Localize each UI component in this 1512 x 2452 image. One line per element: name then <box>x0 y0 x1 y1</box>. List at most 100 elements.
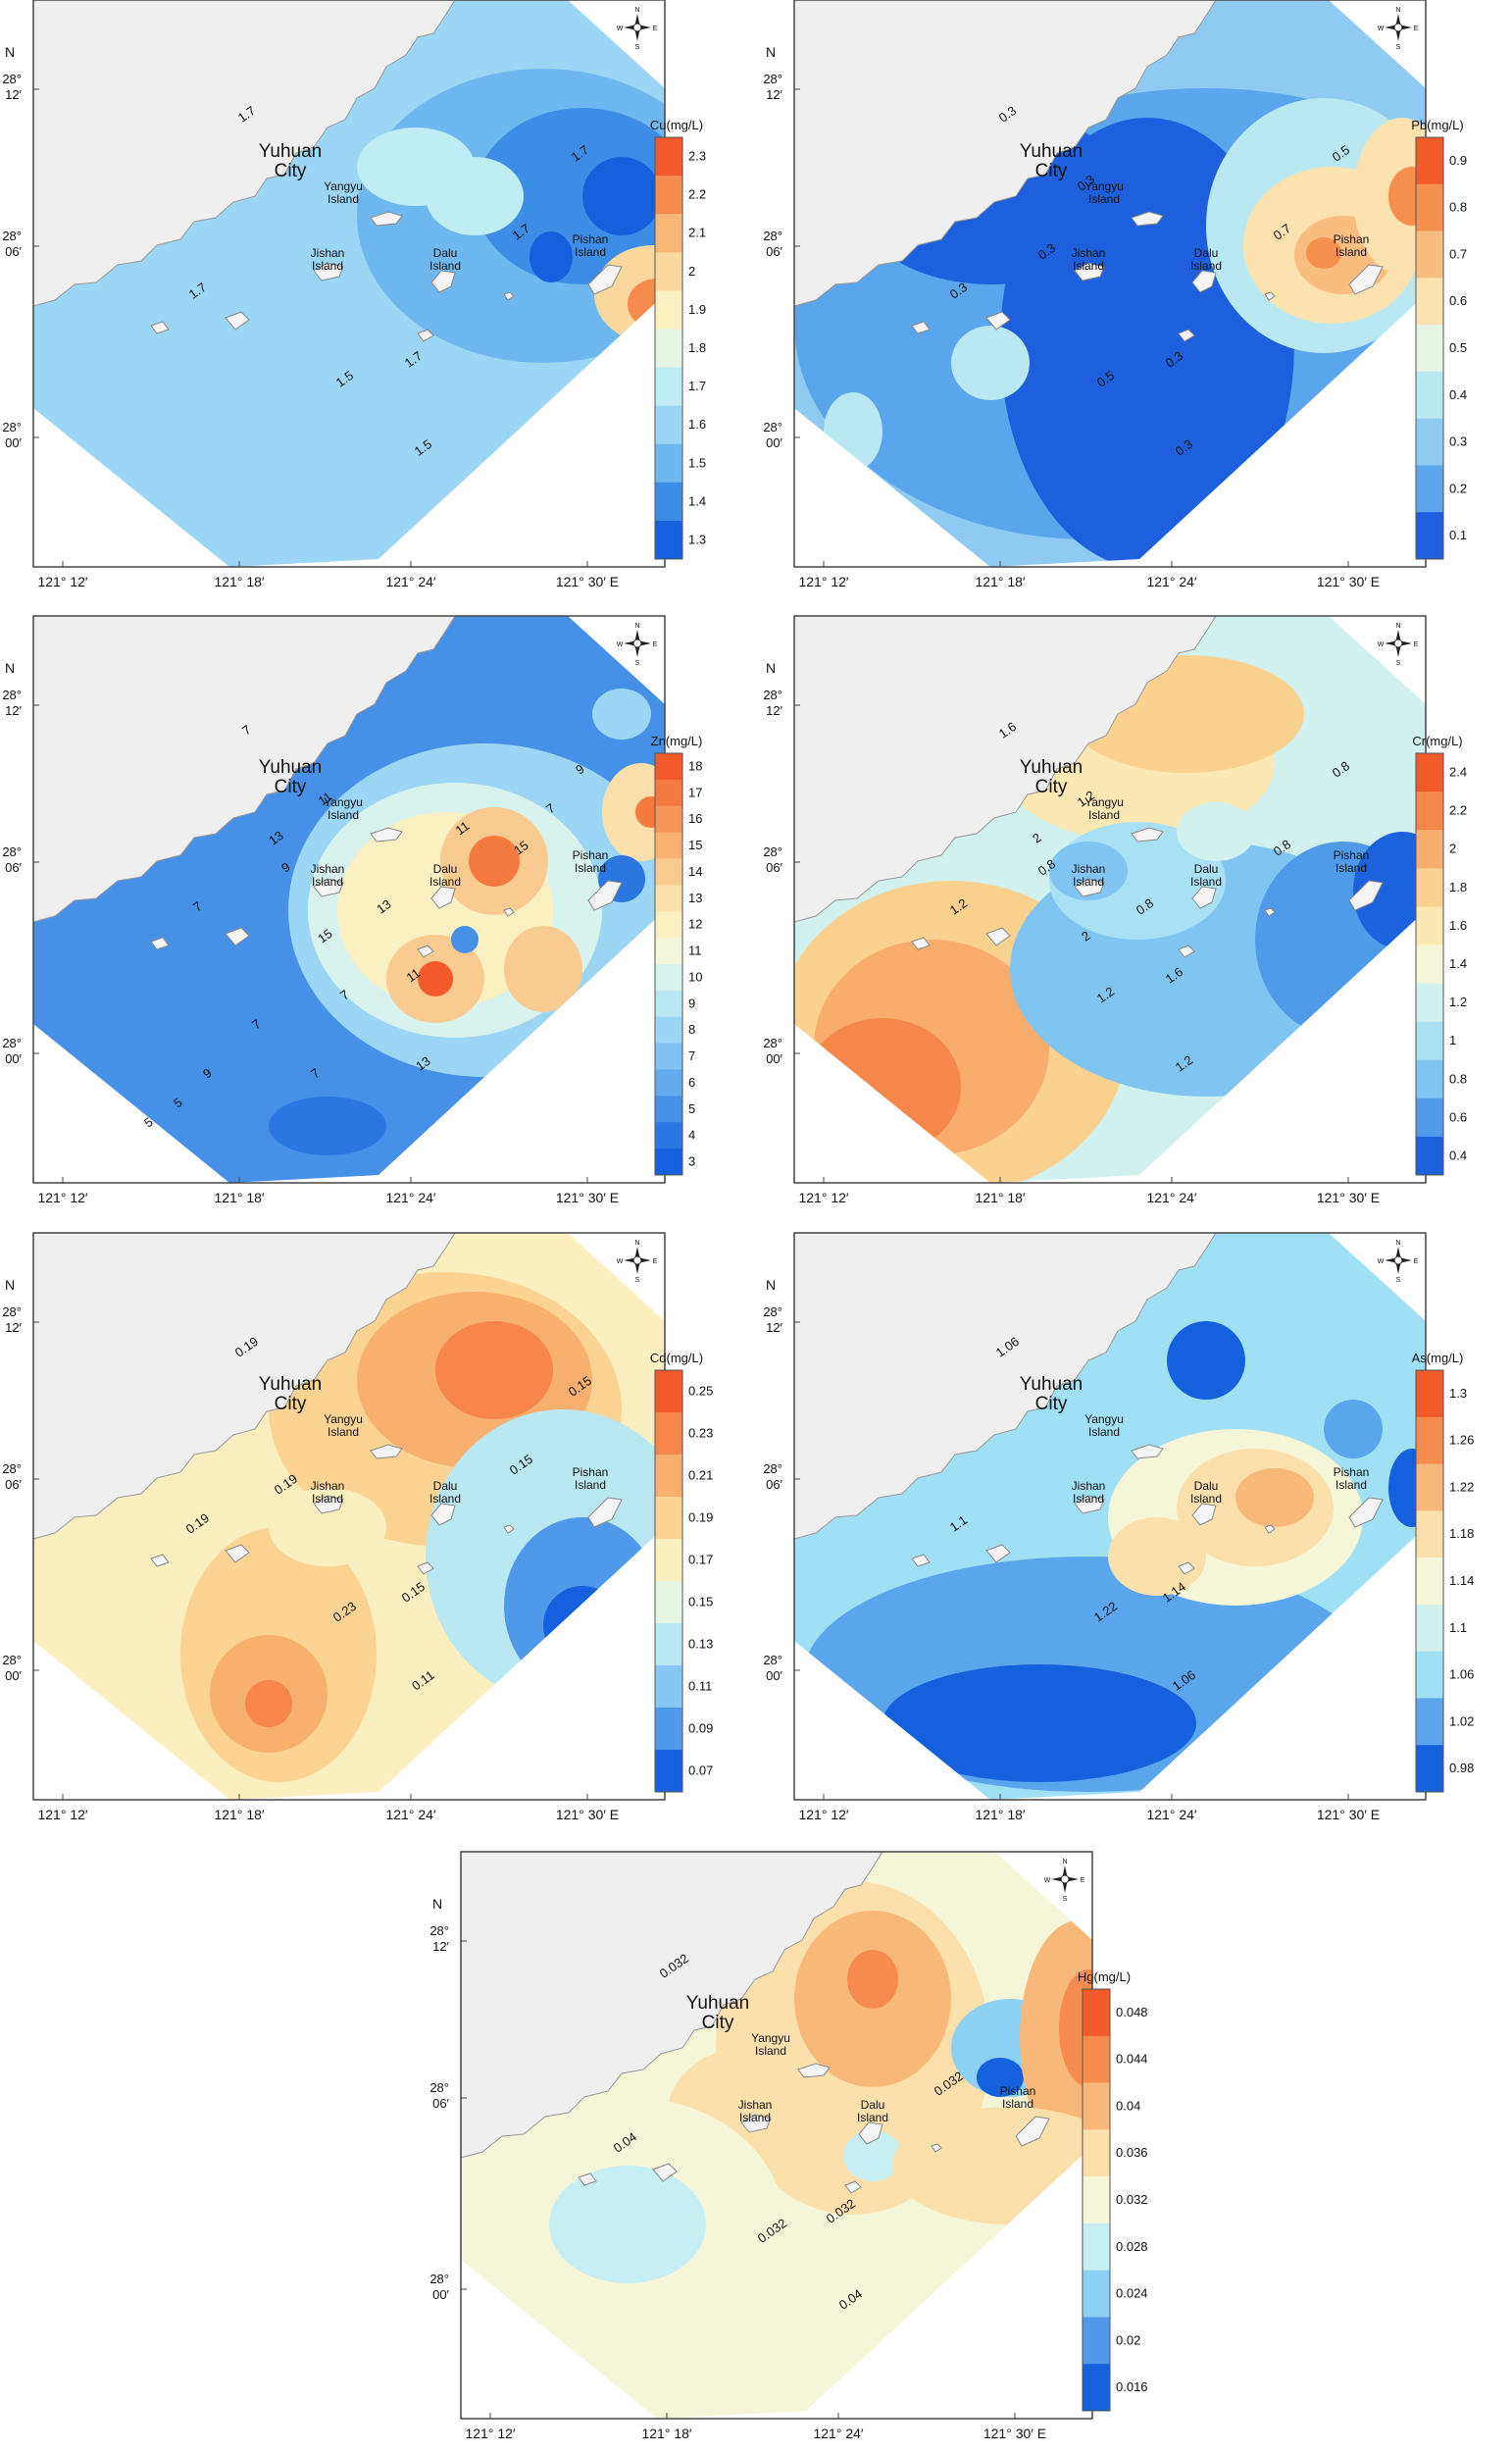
island-label: Island <box>1336 245 1367 259</box>
legend-value: 0.032 <box>1116 2192 1148 2207</box>
city-label: Yuhuan <box>686 1993 749 2014</box>
latitude-tick-label: 28° <box>2 844 22 859</box>
legend-swatch <box>1416 1510 1443 1558</box>
legend-swatch <box>1416 792 1443 831</box>
concentration-zone <box>1188 1343 1224 1378</box>
legend-swatch <box>655 779 682 807</box>
legend-swatch <box>655 214 682 253</box>
longitude-tick-label: 121° 12′ <box>798 1190 848 1205</box>
island-label: Island <box>1073 875 1104 889</box>
latitude-tick-label: 06′ <box>766 244 782 259</box>
legend-value: 1.8 <box>688 340 706 355</box>
island-shape <box>587 880 623 911</box>
compass-rose-icon: N S E W <box>617 623 658 667</box>
latitude-tick-label: 28° <box>2 72 22 86</box>
legend-value: 0.07 <box>688 1763 713 1778</box>
island-shape <box>150 1554 170 1567</box>
island-label: Island <box>1336 861 1367 875</box>
island-label: Yangyu <box>324 179 363 193</box>
island-label: Pishan <box>1334 232 1370 246</box>
island-shape <box>797 2063 831 2078</box>
legend-value: 0.8 <box>1449 1071 1467 1086</box>
legend-cd: Cd(mg/L) 0.25 0.23 0.21 0.19 0.17 0.15 0.13 0.11… <box>650 1351 713 1793</box>
island-shape <box>503 907 515 917</box>
legend-title: Zn(mg/L) <box>651 734 703 748</box>
svg-text:W: W <box>617 26 624 32</box>
legend-swatch <box>1416 1416 1443 1465</box>
legend-swatch <box>655 329 682 369</box>
island-shape <box>911 321 931 334</box>
concentration-zone <box>847 1950 898 2009</box>
legend-value: 0.028 <box>1116 2239 1148 2254</box>
island-shape <box>503 291 515 301</box>
legend-swatch <box>655 1412 682 1456</box>
map-panel-zn: YuhuanCityYangyuIslandJishanIslandDaluIs… <box>2 615 703 1205</box>
concentration-zone <box>977 2058 1024 2097</box>
island-label: Island <box>312 1492 343 1506</box>
concentration-zone <box>469 836 520 887</box>
island-label: Yangyu <box>1084 1412 1124 1426</box>
legend-title: Pb(mg/L) <box>1411 118 1463 132</box>
north-label: N <box>766 660 776 676</box>
legend-value: 2.2 <box>688 187 706 202</box>
latitude-tick-label: 12′ <box>766 1320 782 1335</box>
island-label: Dalu <box>861 2098 885 2112</box>
legend-value: 10 <box>688 969 702 984</box>
north-label: N <box>5 1277 15 1293</box>
island-label: Dalu <box>433 1479 458 1493</box>
mainland <box>32 615 456 923</box>
island-label: Island <box>1073 1492 1104 1506</box>
island-label: Island <box>857 2111 888 2124</box>
island-label: Island <box>575 1478 606 1492</box>
map-panel-cd: YuhuanCityYangyuIslandJishanIslandDaluIs… <box>2 1232 713 1822</box>
mainland <box>460 1851 883 2159</box>
island-shape <box>985 927 1011 946</box>
legend-value: 0.016 <box>1116 2379 1148 2394</box>
svg-text:S: S <box>635 44 640 51</box>
legend-swatch <box>655 990 682 1018</box>
island-label: Dalu <box>433 862 458 876</box>
legend-swatch <box>1416 183 1443 232</box>
island-label: Island <box>1190 259 1222 273</box>
legend-swatch <box>1416 1651 1443 1699</box>
island-label: Jishan <box>738 2098 773 2112</box>
latitude-tick-label: 28° <box>2 688 22 702</box>
longitude-tick-label: 121° 30′ E <box>556 574 619 589</box>
svg-text:N: N <box>1395 7 1400 14</box>
island-shape <box>587 1497 623 1528</box>
contour-label: 13 <box>413 1053 432 1074</box>
map-panel-cr: YuhuanCityYangyuIslandJishanIslandDaluIs… <box>763 615 1467 1205</box>
legend-value: 1.02 <box>1449 1713 1474 1728</box>
legend-value: 2.1 <box>688 226 706 240</box>
svg-text:E: E <box>653 1258 658 1265</box>
city-label: City <box>702 2013 734 2033</box>
island-shape <box>1074 878 1105 897</box>
svg-text:W: W <box>617 641 624 648</box>
legend-swatch <box>655 964 682 992</box>
legend-title: As(mg/L) <box>1412 1351 1464 1365</box>
island-label: Jishan <box>311 1479 345 1493</box>
legend-value: 0.13 <box>688 1637 713 1652</box>
legend-swatch <box>1083 2082 1110 2130</box>
longitude-tick-label: 121° 18′ <box>214 574 264 589</box>
concentration-zone <box>435 1321 553 1419</box>
legend-value: 0.1 <box>1449 528 1467 542</box>
map-panel-cu: YuhuanCityYangyuIslandJishanIslandDaluIs… <box>2 0 706 589</box>
legend-swatch <box>655 1623 682 1666</box>
island-label: Yangyu <box>324 795 363 809</box>
island-shape <box>1015 2116 1050 2147</box>
compass-rose-icon: N S E W <box>1044 1859 1085 1903</box>
island-shape <box>225 927 250 946</box>
latitude-tick-label: 28° <box>2 1653 22 1667</box>
legend-swatch <box>1416 465 1443 513</box>
island-label: Dalu <box>433 246 458 260</box>
mainland <box>793 0 1217 307</box>
island-label: Island <box>739 2111 771 2124</box>
island-shape <box>1348 1497 1384 1528</box>
legend-value: 0.8 <box>1449 200 1467 215</box>
concentration-zone <box>1177 802 1255 861</box>
legend-value: 0.04 <box>1116 2098 1140 2113</box>
longitude-tick-label: 121° 24′ <box>385 1190 435 1205</box>
legend-cr: Cr(mg/L) 2.4 2.2 2 1.8 1.6 1.4 1.2 1 0.8 0.6 0.4 <box>1412 734 1467 1176</box>
legend-swatch <box>655 1043 682 1070</box>
